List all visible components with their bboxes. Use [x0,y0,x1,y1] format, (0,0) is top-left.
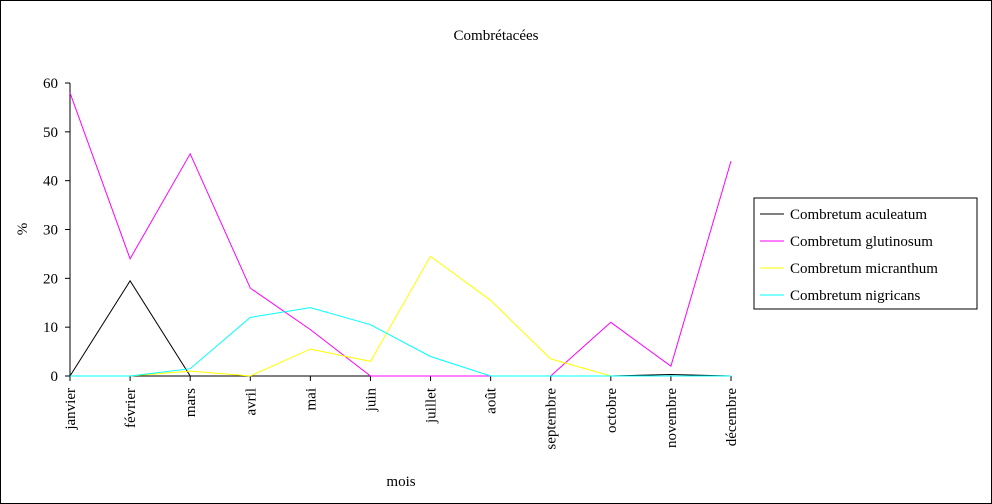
x-tick-label: novembre [664,388,680,448]
x-tick-label: janvier [63,388,79,431]
chart-title: Combrétacées [454,28,539,44]
y-tick-label: 0 [51,369,59,385]
x-axis: janvier février mars avril mai juin juillet aoû… [63,375,740,450]
x-tick-label: mai [303,388,319,411]
y-axis: 0 10 20 30 40 50 60 [43,76,71,385]
legend-label: Combretum nigricans [790,288,921,304]
x-tick-label: avril [243,388,259,416]
x-tick-label: décembre [724,388,740,447]
x-tick-label: août [484,387,500,414]
series-line-1 [69,279,732,377]
y-axis-label: % [15,223,31,236]
y-tick-label: 40 [43,174,58,190]
x-tick-label: mars [183,388,199,417]
legend-items: Combretum aculeatum Combretum glutinosum C… [760,207,938,304]
legend-label: Combretum micranthum [790,261,938,277]
x-axis-label: mois [386,474,415,490]
legend-box [753,197,978,310]
legend: Combretum aculeatum Combretum glutinosum C… [753,197,978,310]
series-layer [69,92,732,377]
series-line-2 [69,92,732,377]
x-tick-label: septembre [544,388,560,450]
x-tick-label: juin [363,388,379,413]
y-tick-label: 50 [43,125,58,141]
y-tick-label: 20 [43,271,58,287]
legend-label: Combretum aculeatum [790,207,927,223]
legend-label: Combretum glutinosum [790,234,933,250]
y-tick-label: 10 [43,320,58,336]
y-tick-label: 30 [43,223,58,239]
x-tick-label: février [123,388,139,428]
x-tick-label: juillet [424,387,440,424]
x-tick-label: octobre [604,388,620,433]
series-line-4 [70,307,731,377]
y-tick-label: 60 [43,76,58,92]
series-line-3 [70,255,731,377]
